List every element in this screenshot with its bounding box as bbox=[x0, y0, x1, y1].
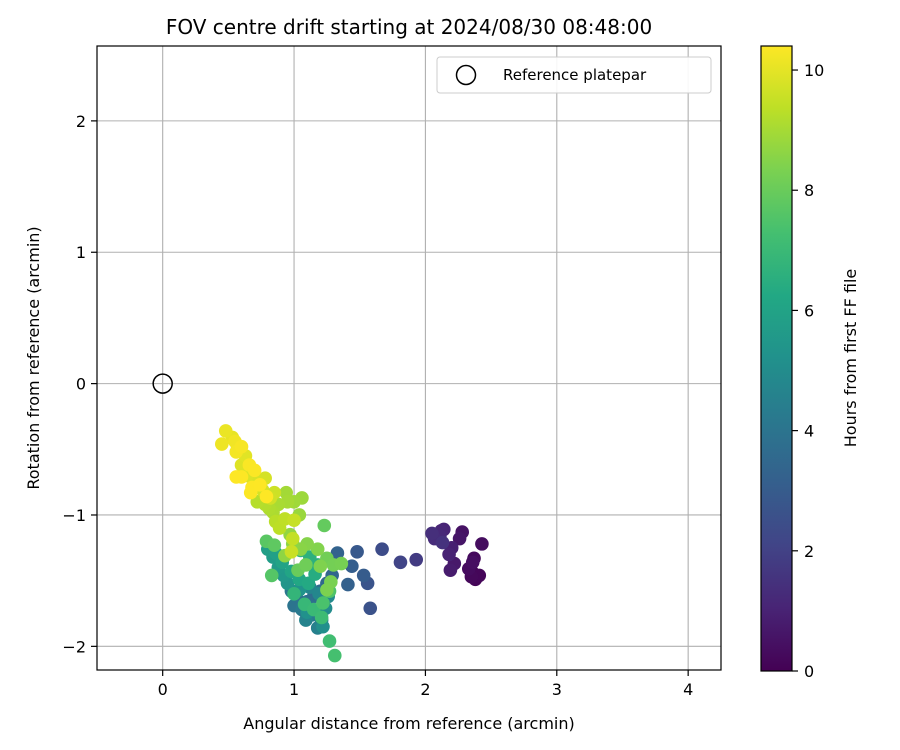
x-tick-label: 4 bbox=[683, 680, 693, 699]
colorbar-frame bbox=[760, 45, 793, 672]
scatter-point bbox=[330, 546, 345, 560]
colorbar-tick-label: 2 bbox=[804, 542, 814, 561]
scatter-point bbox=[322, 634, 337, 648]
colorbar-ticks: 0 2 4 6 8 10 bbox=[792, 61, 824, 681]
x-axis-ticks: 0 1 2 3 4 bbox=[158, 670, 693, 699]
scatter-point bbox=[363, 601, 378, 616]
scatter-point bbox=[375, 542, 389, 556]
y-tick-label: 2 bbox=[76, 112, 86, 131]
scatter-point bbox=[313, 559, 328, 574]
y-tick-label: −1 bbox=[62, 506, 86, 525]
scatter-point bbox=[253, 477, 267, 492]
scatter-point bbox=[350, 544, 364, 559]
scatter-point bbox=[287, 513, 301, 528]
y-tick-label: 0 bbox=[76, 375, 86, 394]
x-tick-label: 3 bbox=[552, 680, 562, 699]
scatter-point bbox=[299, 558, 313, 572]
scatter-point bbox=[475, 537, 489, 551]
scatter-point bbox=[327, 648, 342, 663]
scatter-point bbox=[310, 542, 325, 556]
scatter-point bbox=[229, 470, 244, 484]
plot-frame bbox=[96, 45, 722, 671]
scatter-point bbox=[259, 489, 274, 504]
colorbar-tick-label: 4 bbox=[804, 422, 814, 441]
scatter-point bbox=[267, 538, 282, 552]
colorbar-tick-label: 8 bbox=[804, 181, 814, 200]
scatter-point bbox=[345, 559, 359, 574]
scatter-point bbox=[320, 583, 334, 597]
y-axis-ticks: −2 −1 0 1 2 bbox=[62, 112, 97, 656]
colorbar bbox=[761, 46, 792, 671]
scatter-point bbox=[247, 463, 262, 478]
x-tick-label: 0 bbox=[158, 680, 168, 699]
scatter-point bbox=[317, 518, 332, 533]
scatter-point bbox=[443, 563, 458, 577]
x-axis-label: Angular distance from reference (arcmin) bbox=[243, 714, 574, 733]
scatter-point bbox=[264, 568, 279, 583]
colorbar-tick-label: 0 bbox=[804, 662, 814, 681]
scatter-point bbox=[425, 526, 439, 541]
scatter-point bbox=[215, 437, 229, 451]
x-tick-label: 1 bbox=[289, 680, 299, 699]
grid-lines bbox=[97, 46, 721, 670]
scatter-point bbox=[243, 485, 258, 500]
y-tick-label: 1 bbox=[76, 243, 86, 262]
scatter-point bbox=[341, 577, 355, 592]
x-tick-label: 2 bbox=[420, 680, 430, 699]
scatter-point bbox=[285, 531, 300, 546]
legend-box: Reference platepar bbox=[436, 56, 712, 94]
scatter-point bbox=[442, 547, 456, 562]
scatter-point bbox=[287, 587, 301, 601]
scatter-point bbox=[316, 596, 330, 610]
scatter-point bbox=[393, 555, 408, 570]
legend-label: Reference platepar bbox=[503, 66, 647, 84]
scatter-point bbox=[314, 610, 329, 625]
colorbar-label: Hours from first FF file bbox=[841, 269, 860, 448]
scatter-point bbox=[452, 531, 467, 546]
scatter-point bbox=[435, 535, 450, 550]
scatter-point bbox=[234, 439, 249, 454]
y-tick-label: −2 bbox=[62, 637, 86, 656]
scatter-point bbox=[356, 568, 371, 583]
reference-platepar-marker bbox=[152, 373, 173, 394]
colorbar-tick-label: 10 bbox=[804, 61, 824, 80]
scatter-point bbox=[218, 424, 233, 438]
colorbar-tick-label: 6 bbox=[804, 301, 814, 320]
scatter-point bbox=[284, 544, 299, 559]
chart-title: FOV centre drift starting at 2024/08/30 … bbox=[166, 15, 652, 39]
legend-marker bbox=[455, 64, 477, 86]
scatter-point bbox=[465, 555, 480, 570]
y-axis-label: Rotation from reference (arcmin) bbox=[24, 226, 43, 489]
scatter-points bbox=[215, 424, 489, 663]
scatter-point bbox=[334, 556, 349, 571]
scatter-point bbox=[409, 552, 424, 567]
